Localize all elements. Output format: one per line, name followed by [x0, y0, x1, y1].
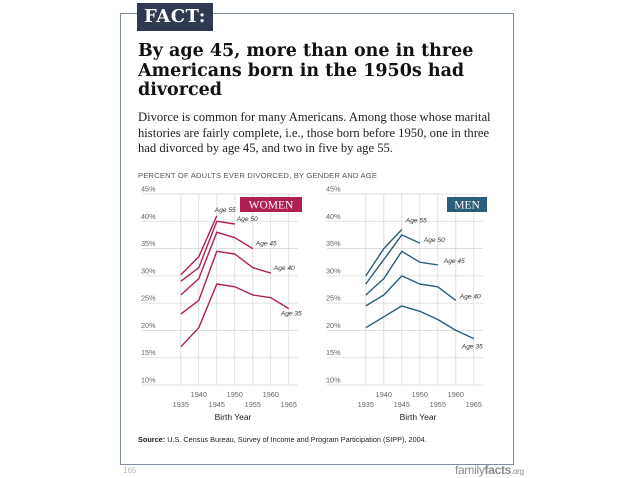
x-tick-label: 1935 [173, 400, 189, 409]
intro-text: Divorce is common for many Americans. Am… [138, 110, 491, 155]
y-tick-label: 25% [326, 294, 341, 303]
x-tick-label: 1955 [245, 400, 261, 409]
y-tick-label: 15% [326, 348, 341, 357]
series-label: Age 55 [214, 207, 236, 214]
headline: By age 45, more than one in three Americ… [138, 41, 474, 100]
x-axis-title: Birth Year [215, 412, 252, 422]
series-label: Age 45 [255, 241, 277, 248]
legend-label: MEN [454, 200, 480, 212]
series-line-age-45 [180, 231, 254, 296]
series-label: Age 50 [423, 237, 445, 244]
series-line-age-50 [365, 234, 421, 285]
series-label: Age 40 [459, 293, 481, 300]
series-label: Age 55 [405, 217, 427, 224]
series-line-age-45 [365, 250, 438, 296]
y-tick-label: 25% [141, 294, 156, 303]
source-line: Source: U.S. Census Bureau, Survey of In… [138, 435, 508, 444]
x-tick-label: 1940 [191, 390, 207, 399]
series-line-age-55 [365, 229, 403, 277]
series-label: Age 35 [280, 311, 302, 318]
series-label: Age 50 [236, 216, 258, 223]
x-tick-label: 1955 [430, 400, 446, 409]
y-tick-label: 35% [326, 239, 341, 248]
y-tick-label: 20% [326, 321, 341, 330]
x-tick-label: 1950 [227, 390, 243, 399]
page-number: 165 [123, 466, 137, 475]
y-tick-label: 20% [141, 321, 156, 330]
figure-caption: PERCENT OF ADULTS EVER DIVORCED, BY GEND… [138, 171, 378, 180]
y-tick-label: 10% [326, 376, 341, 385]
x-axis-title: Birth Year [400, 412, 437, 422]
x-tick-label: 1945 [394, 400, 410, 409]
x-tick-label: 1935 [358, 400, 374, 409]
series-label: Age 45 [443, 258, 465, 265]
series-line-age-55 [180, 215, 218, 276]
series-line-age-40 [180, 250, 272, 315]
y-tick-label: 15% [141, 348, 156, 357]
x-tick-label: 1960 [448, 390, 464, 399]
series-label: Age 35 [461, 344, 483, 351]
brand-part-1: family [455, 463, 485, 477]
x-tick-label: 1965 [281, 400, 297, 409]
x-tick-label: 1940 [376, 390, 392, 399]
brand-part-3: .org [511, 467, 524, 476]
series-line-age-35 [365, 305, 475, 340]
y-tick-label: 10% [141, 376, 156, 385]
series-line-age-40 [365, 275, 457, 307]
x-tick-label: 1965 [466, 400, 482, 409]
chart-men: 45% 40% 35% 30% 25% 20% 15% 10% 1940 1950 1960 1935… [326, 185, 487, 422]
series-line-age-50 [180, 220, 235, 282]
y-tick-label: 40% [326, 212, 341, 221]
legend-badge [240, 197, 302, 212]
chart-women: 45% 40% 35% 30% 25% 20% 15% 10% 1940 1950 1960 1935… [141, 185, 302, 423]
x-tick-label: 1945 [209, 400, 225, 409]
brand-logo: familyfacts.org [455, 463, 524, 477]
y-tick-label: 40% [141, 212, 156, 221]
y-tick-label: 30% [326, 266, 341, 275]
y-tick-label: 35% [141, 239, 156, 248]
y-tick-label: 30% [141, 266, 156, 275]
series-line-age-35 [180, 283, 290, 348]
x-tick-label: 1960 [263, 390, 279, 399]
y-tick-label: 45% [326, 185, 341, 194]
brand-part-2: facts [484, 463, 512, 477]
source-label: Source: [138, 435, 166, 444]
legend-badge [447, 197, 487, 212]
fact-card-frame [120, 13, 514, 465]
source-text: U.S. Census Bureau, Survey of Income and… [165, 435, 427, 444]
fact-tag: FACT: [137, 3, 213, 31]
legend-label: WOMEN [249, 200, 294, 212]
y-tick-label: 45% [141, 185, 156, 194]
series-label: Age 40 [273, 265, 295, 272]
x-tick-label: 1950 [412, 390, 428, 399]
